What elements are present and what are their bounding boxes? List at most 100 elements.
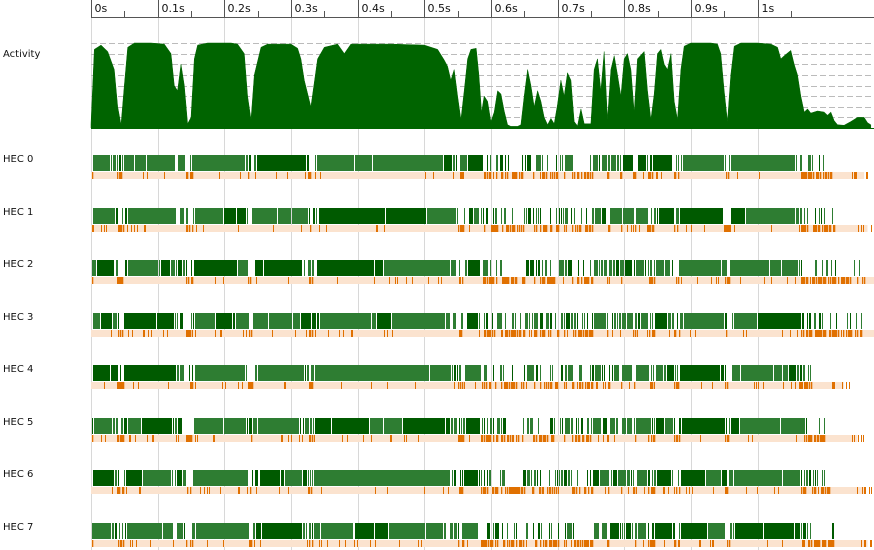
running-span	[559, 260, 564, 276]
gc-span	[536, 435, 538, 442]
gc-span	[188, 330, 190, 337]
gc-span	[495, 540, 497, 547]
gc-span	[484, 382, 486, 389]
gc-span	[469, 225, 470, 232]
gc-span	[433, 172, 434, 179]
gc-span	[691, 225, 692, 232]
running-span	[604, 260, 607, 276]
running-span	[121, 418, 123, 434]
gc-span	[485, 172, 487, 179]
gc-span	[415, 382, 416, 389]
gc-span	[207, 540, 208, 547]
gc-span	[190, 487, 192, 494]
running-span	[451, 418, 453, 434]
gc-span	[315, 330, 316, 337]
running-span	[453, 155, 455, 171]
gc-span	[309, 172, 311, 179]
gc-span	[805, 225, 807, 232]
gc-span	[249, 540, 251, 547]
gc-span	[540, 277, 542, 284]
gc-span	[308, 487, 310, 494]
gc-span	[295, 330, 296, 337]
gc-span	[243, 330, 244, 337]
gc-span	[341, 382, 342, 389]
gc-span	[192, 277, 194, 284]
gc-span	[556, 540, 558, 547]
gc-span	[549, 540, 551, 547]
gc-span	[607, 330, 609, 337]
running-span	[500, 365, 502, 381]
gc-span	[310, 330, 312, 337]
gc-span	[654, 540, 656, 547]
running-span	[562, 418, 563, 434]
gc-span	[850, 330, 852, 337]
gc-span	[653, 330, 655, 337]
running-span	[831, 260, 832, 276]
gc-span	[647, 330, 648, 337]
running-span	[774, 365, 782, 381]
gc-span	[506, 382, 508, 389]
gc-span	[814, 487, 816, 494]
gc-span	[460, 435, 462, 442]
gc-span	[752, 435, 753, 442]
gc-span	[591, 277, 593, 284]
gc-span	[501, 330, 503, 337]
running-span	[526, 260, 529, 276]
running-span	[118, 470, 119, 486]
gc-span	[502, 277, 504, 284]
gc-span	[507, 435, 509, 442]
running-span	[622, 523, 623, 539]
gc-span	[458, 540, 460, 547]
gc-span	[523, 330, 525, 337]
gc-span	[815, 225, 817, 232]
gc-span	[586, 225, 588, 232]
gc-span	[496, 487, 498, 494]
gc-span	[861, 540, 862, 547]
gc-span	[428, 277, 429, 284]
running-span	[463, 418, 465, 434]
gc-span	[580, 540, 582, 547]
gc-span	[462, 382, 464, 389]
gc-span	[804, 382, 806, 389]
gc-span	[675, 540, 677, 547]
running-span	[608, 155, 610, 171]
gc-span	[821, 487, 823, 494]
gc-span	[803, 225, 805, 232]
running-span	[175, 418, 177, 434]
gc-span	[544, 435, 546, 442]
gc-span	[519, 225, 521, 232]
running-span	[303, 418, 304, 434]
gc-span	[164, 172, 165, 179]
gc-span	[819, 540, 821, 547]
gc-span	[833, 382, 834, 389]
gc-span	[516, 172, 518, 179]
gc-span	[485, 540, 487, 547]
running-span	[183, 470, 186, 486]
gc-span	[574, 172, 576, 179]
running-span	[561, 208, 562, 224]
running-span	[127, 523, 162, 539]
gc-span	[461, 225, 463, 232]
gc-span	[291, 435, 292, 442]
running-span	[678, 155, 679, 171]
gc-span	[251, 540, 253, 547]
running-span	[505, 313, 506, 329]
gc-span	[584, 487, 586, 494]
gc-span	[508, 225, 510, 232]
gc-span	[461, 487, 463, 494]
gc-span	[808, 435, 810, 442]
gc-span	[404, 435, 405, 442]
running-span	[496, 260, 497, 276]
gc-span	[462, 172, 464, 179]
gc-span	[648, 540, 650, 547]
gc-span	[519, 172, 521, 179]
running-span	[594, 313, 606, 329]
gc-span	[807, 225, 809, 232]
gc-span	[865, 487, 866, 494]
tick-label: 0.7s	[562, 2, 585, 15]
gc-span	[854, 172, 855, 179]
gc-span	[801, 172, 803, 179]
gc-span	[490, 330, 492, 337]
running-span	[260, 470, 280, 486]
running-span	[659, 208, 674, 224]
